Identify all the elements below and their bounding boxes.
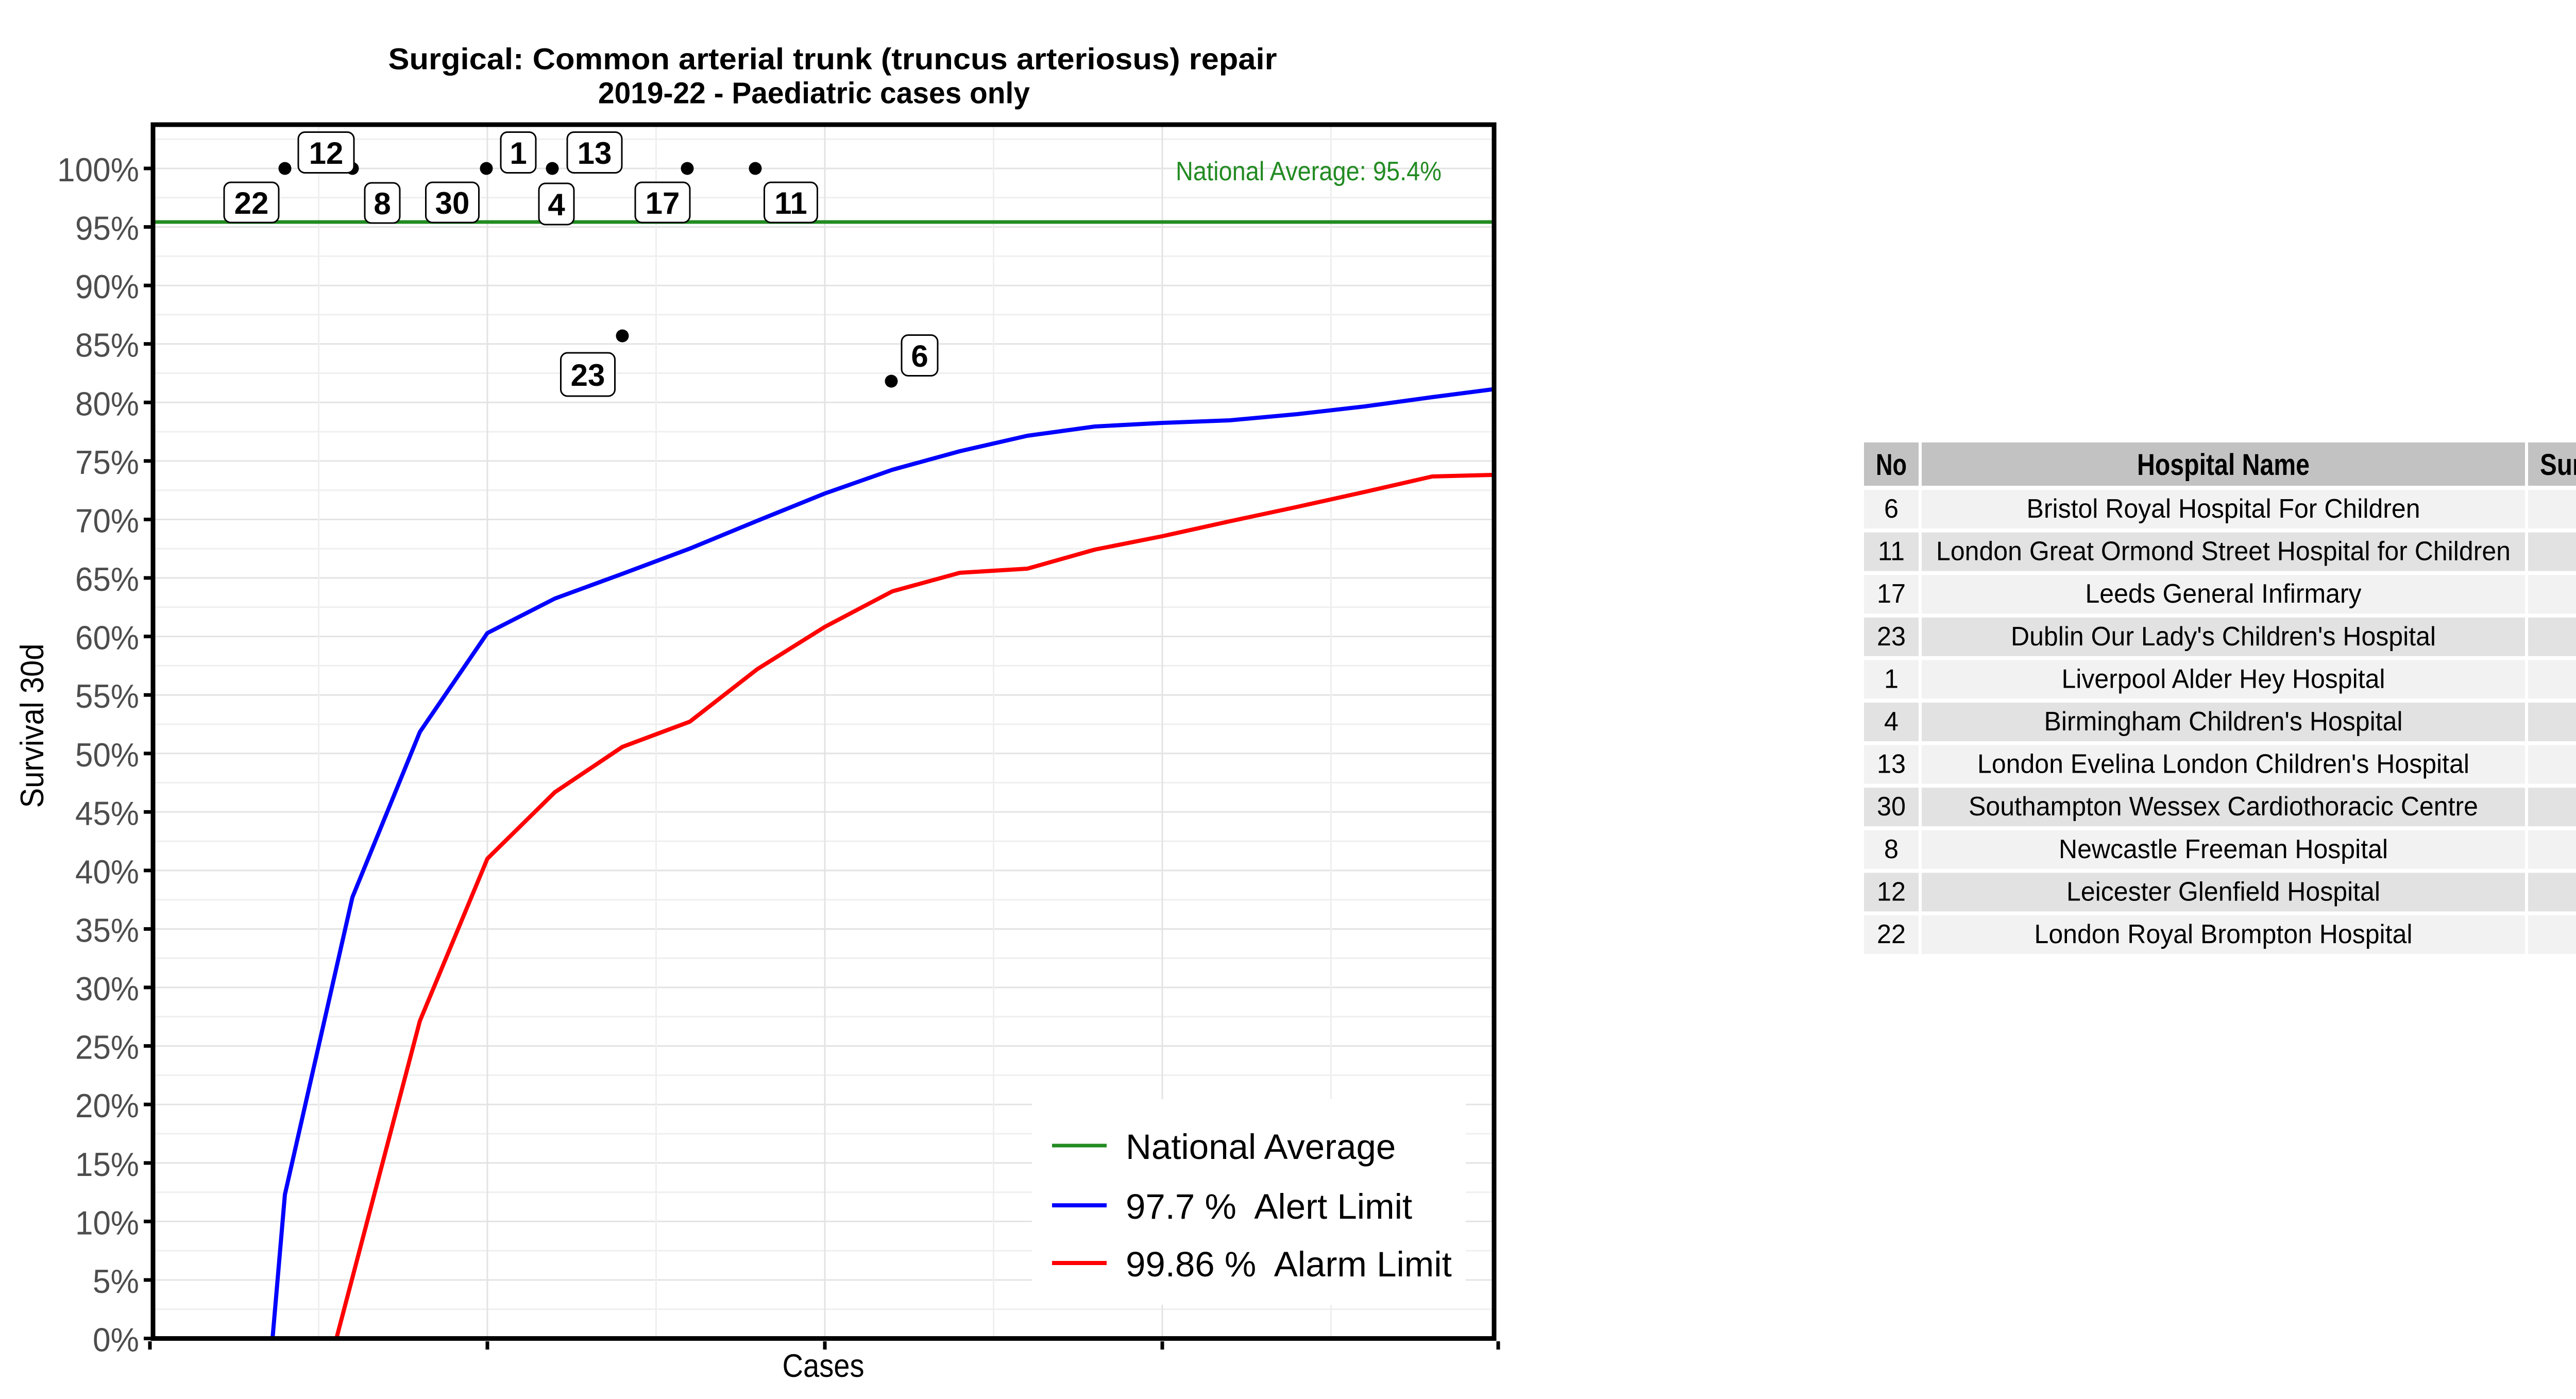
svg-text:5%: 5% bbox=[93, 1262, 139, 1300]
svg-text:85%: 85% bbox=[75, 327, 139, 364]
svg-text:97.7 % Alert Limit: 97.7 % Alert Limit bbox=[1126, 1187, 1412, 1226]
svg-text:100%: 100% bbox=[57, 151, 139, 189]
svg-text:20%: 20% bbox=[75, 1087, 139, 1124]
svg-text:22: 22 bbox=[234, 186, 269, 220]
svg-text:10%: 10% bbox=[75, 1204, 139, 1241]
svg-text:70%: 70% bbox=[75, 502, 139, 540]
svg-text:1: 1 bbox=[510, 136, 527, 170]
svg-text:60%: 60% bbox=[75, 619, 139, 657]
svg-text:Leicester Glenfield Hospital: Leicester Glenfield Hospital bbox=[2066, 877, 2380, 907]
svg-text:0%: 0% bbox=[93, 1321, 139, 1359]
svg-text:30: 30 bbox=[435, 186, 470, 220]
svg-text:London Evelina London Children: London Evelina London Children's Hospita… bbox=[1977, 749, 2469, 779]
svg-text:Birmingham Children's Hospital: Birmingham Children's Hospital bbox=[2044, 707, 2403, 737]
svg-text:25%: 25% bbox=[75, 1029, 139, 1066]
svg-text:National Average: 95.4%: National Average: 95.4% bbox=[1176, 157, 1442, 186]
svg-text:23: 23 bbox=[1877, 622, 1906, 652]
svg-text:35%: 35% bbox=[75, 912, 139, 949]
svg-text:6: 6 bbox=[911, 339, 928, 373]
svg-text:4: 4 bbox=[1884, 707, 1899, 737]
svg-text:17: 17 bbox=[1877, 579, 1906, 609]
svg-text:6: 6 bbox=[1884, 494, 1899, 524]
svg-text:90%: 90% bbox=[75, 268, 139, 305]
svg-text:Surgical: Common arterial trun: Surgical: Common arterial trunk (truncus… bbox=[388, 43, 1277, 76]
svg-text:13: 13 bbox=[1877, 749, 1906, 779]
svg-text:23: 23 bbox=[571, 358, 605, 393]
svg-text:Liverpool Alder Hey Hospital: Liverpool Alder Hey Hospital bbox=[2062, 664, 2385, 694]
svg-text:Hospital Name: Hospital Name bbox=[2137, 448, 2310, 482]
svg-text:45%: 45% bbox=[75, 794, 139, 832]
svg-text:12: 12 bbox=[1877, 877, 1906, 907]
svg-text:London Royal Brompton Hospital: London Royal Brompton Hospital bbox=[2035, 919, 2413, 949]
svg-text:Newcastle Freeman Hospital: Newcastle Freeman Hospital bbox=[2059, 834, 2388, 864]
svg-text:11: 11 bbox=[1878, 537, 1905, 567]
svg-text:95%: 95% bbox=[75, 210, 139, 247]
svg-text:2019-22 - Paediatric cases onl: 2019-22 - Paediatric cases only bbox=[598, 77, 1030, 110]
svg-text:99.86 % Alarm Limit: 99.86 % Alarm Limit bbox=[1126, 1244, 1452, 1284]
svg-text:Southampton Wessex Cardiothora: Southampton Wessex Cardiothoracic Centre bbox=[1969, 792, 2478, 822]
svg-text:No: No bbox=[1876, 448, 1907, 482]
svg-text:12: 12 bbox=[309, 136, 344, 170]
svg-text:Leeds General Infirmary: Leeds General Infirmary bbox=[2086, 579, 2362, 609]
svg-text:50%: 50% bbox=[75, 736, 139, 774]
svg-text:30: 30 bbox=[1877, 792, 1906, 822]
svg-text:8: 8 bbox=[374, 186, 391, 221]
svg-text:11: 11 bbox=[774, 186, 807, 220]
svg-text:30%: 30% bbox=[75, 970, 139, 1008]
svg-text:London Great Ormond Street Hos: London Great Ormond Street Hospital for … bbox=[1936, 537, 2511, 567]
svg-text:Survival 30d: Survival 30d bbox=[2540, 448, 2576, 482]
svg-text:17: 17 bbox=[646, 186, 680, 220]
svg-text:22: 22 bbox=[1877, 919, 1906, 949]
svg-text:Dublin Our Lady's Children's H: Dublin Our Lady's Children's Hospital bbox=[2011, 622, 2436, 652]
svg-text:40%: 40% bbox=[75, 853, 139, 891]
svg-text:75%: 75% bbox=[75, 443, 139, 481]
svg-text:15%: 15% bbox=[75, 1146, 139, 1183]
svg-text:65%: 65% bbox=[75, 560, 139, 598]
svg-text:55%: 55% bbox=[75, 677, 139, 715]
svg-text:Bristol Royal Hospital For Chi: Bristol Royal Hospital For Children bbox=[2027, 494, 2420, 524]
svg-text:National Average: National Average bbox=[1126, 1127, 1396, 1167]
svg-text:80%: 80% bbox=[75, 385, 139, 422]
svg-text:Survival 30d: Survival 30d bbox=[14, 644, 50, 808]
svg-text:4: 4 bbox=[548, 187, 565, 222]
svg-text:8: 8 bbox=[1884, 834, 1899, 864]
svg-text:13: 13 bbox=[578, 136, 612, 170]
svg-text:Cases: Cases bbox=[783, 1348, 865, 1384]
svg-text:1: 1 bbox=[1884, 664, 1899, 694]
